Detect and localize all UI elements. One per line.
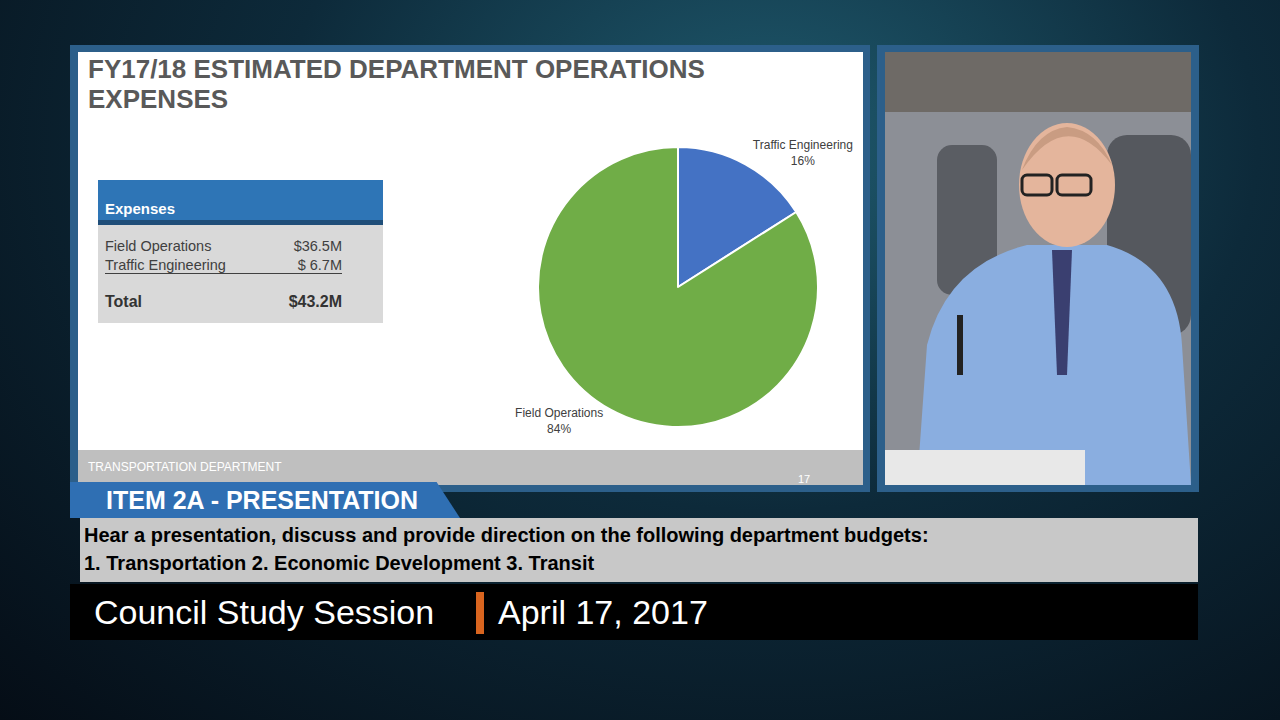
html-text:FY17/18 ESTIMATED DEPARTMENT O: FY17/18 ESTIMATED DEPARTMENT OPERATIONS …	[88, 54, 705, 114]
html-text:Hear a presentation, discuss a: Hear a presentation, discuss and provide…	[84, 524, 929, 546]
html-text:April 17, 2017: April 17, 2017	[498, 593, 708, 631]
html-text:$ 6.7M: $ 6.7M	[297, 257, 342, 273]
html-text:Field Operations: Field Operations	[105, 238, 212, 254]
html-text:1. Transportation 2. Economic: 1. Transportation 2. Economic Developmen…	[84, 552, 595, 574]
html-text:TRANSPORTATION DEPARTMENT: TRANSPORTATION DEPARTMENT	[88, 460, 282, 474]
html-text:$36.5M: $36.5M	[293, 238, 342, 254]
html-text:ITEM 2A - PRESENTATION: ITEM 2A - PRESENTATION	[106, 486, 419, 514]
html-text:Council Study Session: Council Study Session	[94, 593, 435, 631]
html-text:Expenses: Expenses	[105, 200, 175, 217]
html-text:Traffic Engineering: Traffic Engineering	[105, 257, 226, 273]
svg-text:Field Operations84%: Field Operations84%	[515, 406, 603, 436]
html-text:Total: Total	[105, 293, 142, 310]
svg-text:Traffic Engineering16%: Traffic Engineering16%	[753, 138, 853, 168]
html-text:17: 17	[798, 473, 811, 485]
html-text:$43.2M: $43.2M	[288, 293, 342, 310]
